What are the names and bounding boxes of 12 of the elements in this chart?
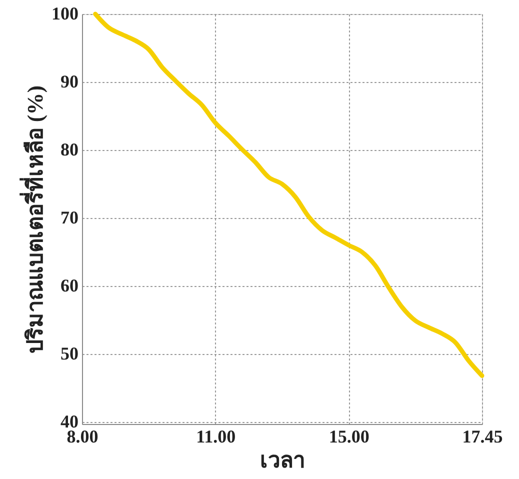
x-tick-label: 11.00	[196, 426, 236, 446]
y-tick-label: 70	[60, 207, 78, 228]
x-axis-title: เวลา	[260, 448, 305, 472]
y-tick-label: 100	[52, 4, 78, 24]
y-tick-label: 80	[60, 139, 78, 160]
y-tick-label: 50	[60, 343, 78, 364]
x-tick-label: 17.45	[462, 426, 503, 446]
x-tick-label: 15.00	[328, 426, 370, 446]
y-axis-title: ปริมาณแบตเตอรี่ที่เหลือ (%)	[18, 85, 48, 354]
line-series	[93, 12, 484, 378]
y-tick-label: 60	[60, 275, 78, 296]
y-tick-label: 90	[60, 71, 78, 92]
